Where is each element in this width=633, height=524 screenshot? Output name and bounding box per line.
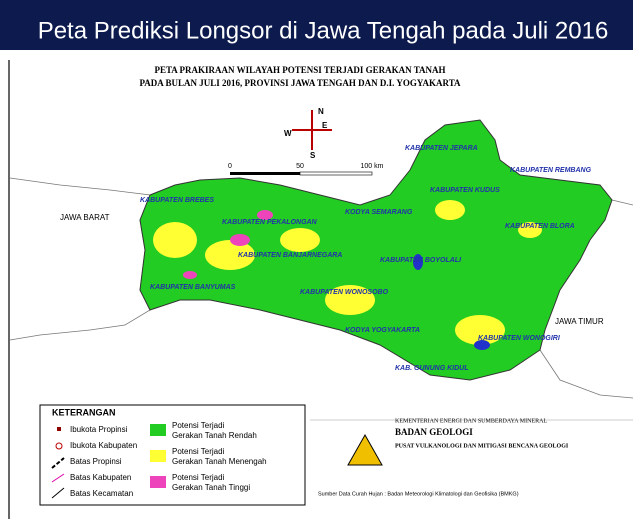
agency-logo [347, 433, 383, 466]
header-title: Peta Prediksi Longsor di Jawa Tengah pad… [38, 17, 609, 44]
legend-swatch [150, 450, 166, 462]
legend-zone-label: Gerakan Tanah Rendah [172, 431, 257, 440]
region-label: KODYA YOGYAKARTA [345, 327, 420, 334]
legend-zone-label: Gerakan Tanah Menengah [172, 457, 267, 466]
region-label: KABUPATEN BANYUMAS [150, 284, 236, 291]
high-zones [183, 210, 273, 279]
source-note: Sumber Data Curah Hujan : Badan Meteorol… [318, 491, 519, 497]
legend-box [39, 404, 306, 506]
legend-zone-label: Potensi Terjadi [172, 447, 225, 456]
region-label: KAB. GUNUNG KIDUL [395, 365, 469, 372]
legend-symbol [51, 487, 65, 499]
scale-label: 0 [228, 163, 232, 170]
legend-symbol-label: Ibukota Propinsi [70, 425, 128, 434]
legend-zone-label: Potensi Terjadi [172, 473, 225, 482]
map-title: PADA BULAN JULI 2016, PROVINSI JAWA TENG… [139, 78, 461, 88]
agency-unit: PUSAT VULKANOLOGI DAN MITIGASI BENCANA G… [395, 443, 569, 449]
west-java [9, 177, 151, 341]
region-label: KABUPATEN WONOGIRI [478, 335, 561, 342]
agency-ministry: KEMENTERIAN ENERGI DAN SUMBERDAYA MINERA… [395, 418, 547, 424]
scale-bar [230, 172, 300, 175]
map-title: PETA PRAKIRAAN WILAYAH POTENSI TERJADI G… [154, 65, 445, 75]
region-label: KABUPATEN BREBES [140, 197, 214, 204]
medium-zones [153, 200, 542, 345]
region-label: KABUPATEN BANJARNEGARA [238, 252, 342, 259]
legend-symbol [51, 473, 65, 483]
scale-label: 100 km [361, 163, 384, 170]
legend-symbol [57, 427, 61, 431]
region-label: KABUPATEN BOYOLALI [380, 257, 462, 264]
east-java [539, 199, 633, 399]
region-label: KABUPATEN REMBANG [510, 167, 592, 174]
region-label: KABUPATEN JEPARA [405, 145, 478, 152]
legend-symbol [51, 457, 65, 469]
legend-symbol-label: Batas Kecamatan [70, 489, 133, 498]
high-zone [183, 271, 197, 279]
scale-bar [299, 171, 373, 176]
lake [413, 254, 423, 270]
scale-label: 50 [296, 163, 304, 170]
agency-name: BADAN GEOLOGI [395, 427, 473, 437]
medium-zone [325, 285, 375, 315]
legend-symbol-label: Batas Kabupaten [70, 473, 131, 482]
legend-swatch [150, 424, 166, 436]
legend-symbol [55, 442, 63, 450]
region-label: KABUPATEN BLORA [505, 223, 575, 230]
high-zone [230, 234, 250, 246]
region-label: KABUPATEN KUDUS [430, 187, 500, 194]
legend-symbol-labels: Ibukota Propinsi Ibukota Kabupaten Batas P… [70, 425, 137, 498]
legend-symbol-label: Ibukota Kabupaten [70, 441, 137, 450]
medium-zone [153, 222, 197, 258]
province-area [139, 119, 613, 381]
neighbor-label: JAWA TIMUR [555, 317, 604, 326]
compass-e: E [322, 121, 328, 130]
legend-zone-label: Potensi Terjadi [172, 421, 225, 430]
compass-s: S [310, 151, 316, 160]
header-bar [0, 0, 633, 50]
legend-title: KETERANGAN [52, 407, 116, 417]
medium-zone [205, 240, 255, 270]
region-label: KODYA SEMARANG [345, 209, 413, 216]
neighbor-label: JAWA BARAT [60, 213, 110, 222]
legend-zone-label: Gerakan Tanah Tinggi [172, 483, 250, 492]
medium-zone [518, 222, 542, 238]
compass-w: W [284, 129, 292, 138]
region-label: KABUPATEN PEKALONGAN [222, 219, 318, 226]
region-label: KABUPATEN WONOSOBO [300, 289, 389, 296]
medium-zone [455, 315, 505, 345]
legend-swatch [150, 476, 166, 488]
high-zone [257, 210, 273, 220]
lake [474, 340, 490, 350]
medium-zone [280, 228, 320, 252]
legend-symbol-label: Batas Propinsi [70, 457, 122, 466]
medium-zone [435, 200, 465, 220]
compass-n: N [318, 107, 324, 116]
